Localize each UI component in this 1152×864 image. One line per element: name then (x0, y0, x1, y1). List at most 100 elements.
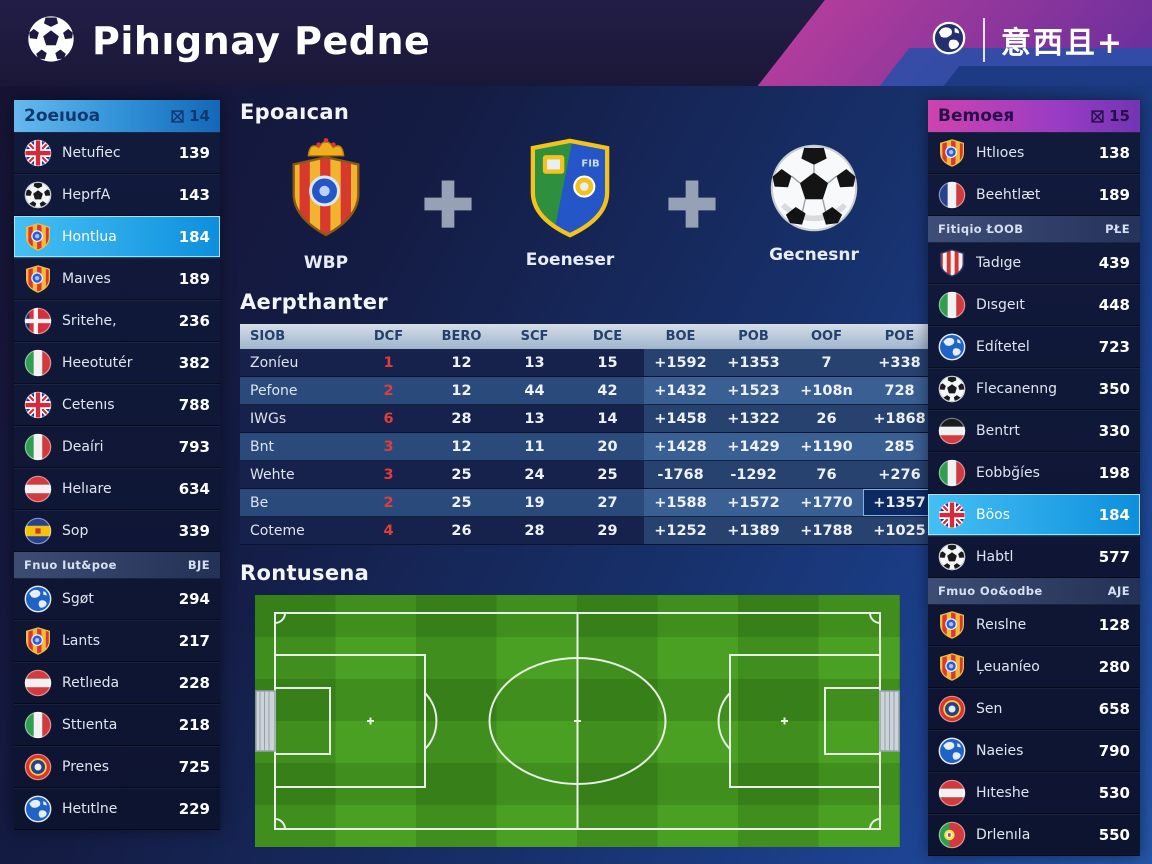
goal-left (255, 690, 276, 752)
main-content: Epoaıcan WBP FIB Eoeneser Gecnesnr Aerpthan… (240, 100, 940, 847)
team-value: 577 (1098, 547, 1130, 566)
stat-cell: 20 (597, 438, 618, 455)
column-header[interactable]: DCF (373, 329, 404, 344)
crest-crown-icon (279, 135, 373, 245)
combo-badge[interactable]: WBP (246, 135, 406, 273)
plus-separator (419, 175, 477, 233)
soccer-ball-big-icon (769, 143, 859, 237)
team-row[interactable]: Netufiec 139 (14, 132, 220, 174)
team-row[interactable]: Helıare 634 (14, 468, 220, 510)
team-row[interactable]: Böos 184 (928, 494, 1140, 536)
stat-cell: +338 (863, 349, 936, 376)
team-row[interactable]: Sttıenta 218 (14, 704, 220, 746)
language-button[interactable]: 意西且+ (1000, 26, 1124, 61)
team-value: 218 (178, 715, 210, 734)
team-name: Prenes (62, 758, 110, 775)
team-row[interactable]: Cetenıs 788 (14, 384, 220, 426)
team-name: Sgøt (62, 590, 94, 607)
stat-cell: 29 (597, 522, 618, 539)
table-row[interactable]: Zoníeu 1 12 13 15 +1592 +1353 7 +338 (240, 349, 936, 377)
team-row[interactable]: Edítetel 723 (928, 326, 1140, 368)
row-label: Zoníeu (250, 354, 299, 371)
team-row[interactable]: Dısgeıt 448 (928, 284, 1140, 326)
team-row[interactable]: Beehtlæt 189 (928, 174, 1140, 216)
team-name: Beehtlæt (976, 186, 1041, 203)
table-row[interactable]: IWGs 6 28 13 14 +1458 +1322 26 +1868 (240, 405, 936, 433)
flag-italy-icon (24, 433, 52, 461)
crest-icon (938, 138, 966, 167)
badge-label: Eoeneser (525, 250, 615, 270)
crest-icon (24, 264, 52, 293)
table-row[interactable]: Bnt 3 12 11 20 +1428 +1429 +1190 285 (240, 433, 936, 461)
column-header[interactable]: OOF (811, 329, 842, 344)
stat-cell: 25 (597, 466, 618, 483)
team-value: 229 (178, 799, 210, 818)
team-row[interactable]: Deaíri 793 (14, 426, 220, 468)
stat-cell: 13 (524, 354, 545, 371)
stat-cell: 42 (597, 382, 618, 399)
subheader-label: Fitiqio ŁOOB (938, 222, 1024, 236)
combo-badge[interactable]: FIB Eoeneser (490, 138, 650, 270)
team-row[interactable]: Sop 339 (14, 510, 220, 552)
team-name: Sttıenta (62, 716, 118, 733)
team-row[interactable]: Flecanenng 350 (928, 368, 1140, 410)
team-row[interactable]: Drlenıla 550 (928, 814, 1140, 856)
stat-cell: 25 (451, 466, 472, 483)
column-header[interactable]: SIOB (250, 329, 286, 344)
column-header[interactable]: BERO (441, 329, 482, 344)
stat-cell: +1252 (644, 517, 717, 544)
team-name: Deaíri (62, 438, 104, 455)
team-row[interactable]: Prenes 725 (14, 746, 220, 788)
goal-right (879, 690, 900, 752)
team-row[interactable]: HeprfA 143 (14, 174, 220, 216)
team-row[interactable]: Habtl 577 (928, 536, 1140, 578)
left-sidebar-header[interactable]: 2oeıuoa 14 (14, 100, 220, 132)
column-header[interactable]: POE (884, 329, 915, 344)
team-row[interactable]: Ŀants 217 (14, 620, 220, 662)
stat-cell: 285 (863, 433, 936, 460)
team-value: 184 (1098, 505, 1130, 524)
column-header[interactable]: SCF (520, 329, 549, 344)
table-row[interactable]: Be 2 25 19 27 +1588 +1572 +1770 +1357 (240, 489, 936, 517)
stat-cell: 12 (451, 382, 472, 399)
team-row[interactable]: Sritehe, 236 (14, 300, 220, 342)
team-row[interactable]: Reıslne 128 (928, 604, 1140, 646)
table-row[interactable]: Coteme 4 26 28 29 +1252 +1389 +1788 +1025 (240, 517, 936, 545)
team-value: 330 (1098, 421, 1130, 440)
team-row[interactable]: Sgøt 294 (14, 578, 220, 620)
team-value: 280 (1098, 657, 1130, 676)
left-sidebar: 2oeıuoa 14 Netufiec 139 HeprfA 143 Hontlua 18… (14, 100, 220, 830)
badge-icon (171, 109, 184, 123)
column-header[interactable]: DCE (592, 329, 623, 344)
table-row[interactable]: Pefone 2 12 44 42 +1432 +1523 +108n 728 (240, 377, 936, 405)
team-name: Dısgeıt (976, 296, 1025, 313)
team-row[interactable]: Htlıoes 138 (928, 132, 1140, 174)
team-row[interactable]: Heeotutér 382 (14, 342, 220, 384)
team-row[interactable]: Bentrt 330 (928, 410, 1140, 452)
team-value: 339 (178, 521, 210, 540)
team-value: 294 (178, 589, 210, 608)
team-row[interactable]: Retlıeda 228 (14, 662, 220, 704)
plus-separator (663, 175, 721, 233)
team-row[interactable]: Hetıtlne 229 (14, 788, 220, 830)
team-name: HeprfA (62, 186, 111, 203)
flag-italy-icon (938, 459, 966, 487)
table-row[interactable]: Wehte 3 25 24 25 -1768 -1292 76 +276 (240, 461, 936, 489)
team-row[interactable]: Naeies 790 (928, 730, 1140, 772)
column-header[interactable]: BOE (665, 329, 696, 344)
team-row[interactable]: Ļeuaníeo 280 (928, 646, 1140, 688)
right-sidebar-header[interactable]: Bemoeя 15 (928, 100, 1140, 132)
column-header[interactable]: POB (738, 329, 769, 344)
team-row[interactable]: Maıves 189 (14, 258, 220, 300)
team-name: Bentrt (976, 422, 1020, 439)
stat-cell: +1588 (644, 489, 717, 516)
stat-cell: +1592 (644, 349, 717, 376)
team-row[interactable]: Eobbğíes 198 (928, 452, 1140, 494)
team-row[interactable]: Hıteshe 530 (928, 772, 1140, 814)
team-row[interactable]: Sen 658 (928, 688, 1140, 730)
team-row[interactable]: Tadıge 439 (928, 242, 1140, 284)
crest-red-icon (938, 695, 966, 723)
team-row[interactable]: Hontlua 184 (14, 216, 220, 258)
combo-badge[interactable]: Gecnesnr (734, 143, 894, 265)
soccer-ball-icon (938, 375, 966, 403)
